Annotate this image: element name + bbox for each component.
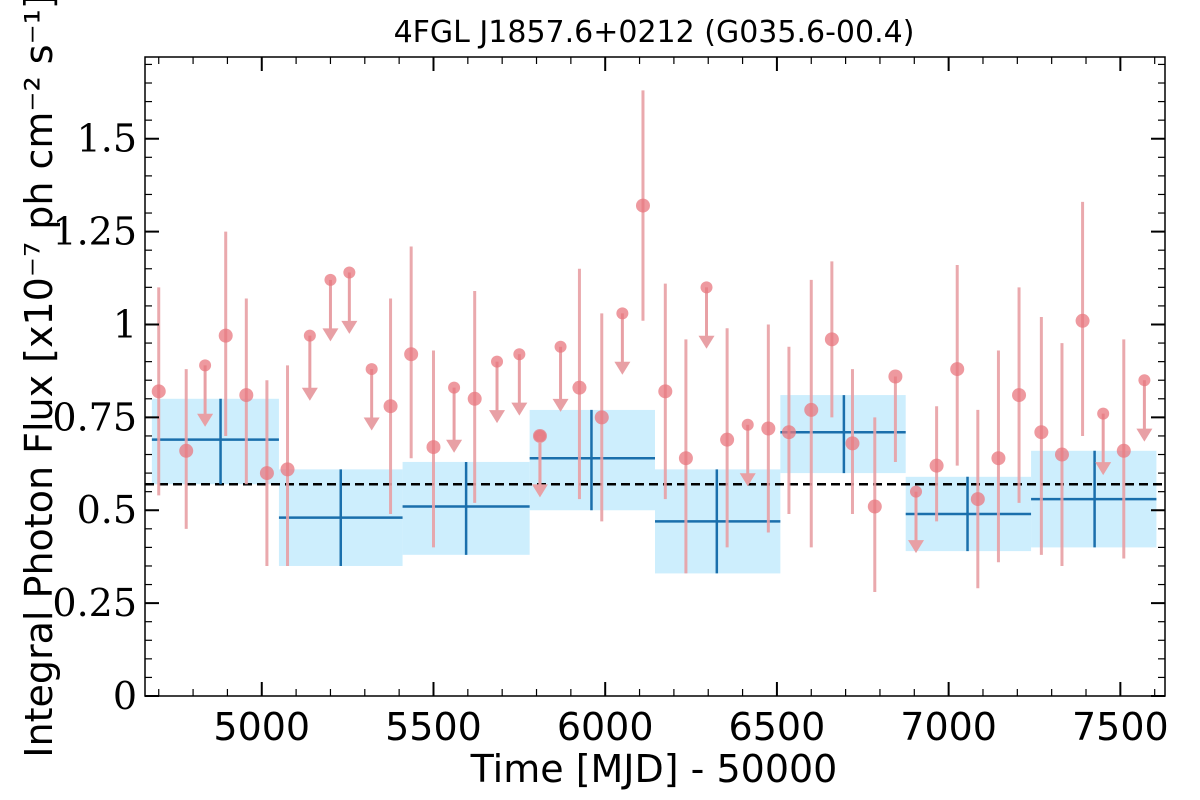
upper-limit-point — [303, 329, 316, 342]
flux-point — [888, 369, 903, 384]
x-axis-label: Time [MJD] - 50000 — [470, 747, 838, 791]
flux-point — [239, 388, 254, 403]
chart-title: 4FGL J1857.6+0212 (G035.6-00.4) — [394, 15, 915, 50]
flux-point — [259, 466, 274, 481]
x-tick-label: 5000 — [213, 705, 310, 749]
flux-point — [1075, 313, 1090, 328]
y-tick-label: 0.75 — [52, 395, 137, 439]
upper-limit-point — [741, 418, 754, 431]
flux-point — [635, 198, 650, 213]
flux-point — [804, 402, 819, 417]
upper-limit-point — [1097, 407, 1110, 420]
y-axis-label: Integral Photon Flux [x10⁻⁷ ph cm⁻² s⁻¹] — [17, 0, 61, 758]
upper-limit-arrowhead — [1136, 428, 1153, 442]
flux-point — [658, 384, 673, 399]
flux-point — [929, 458, 944, 473]
upper-limit-arrowhead — [531, 484, 548, 498]
upper-limit-arrowhead — [301, 387, 318, 401]
upper-limit-arrowhead — [489, 410, 506, 424]
y-tick-label: 1.25 — [52, 210, 137, 254]
flux-point — [1116, 443, 1131, 458]
flux-point — [950, 362, 965, 377]
binned-flux-crosses — [151, 395, 1157, 574]
upper-limit-point — [1138, 374, 1151, 387]
upper-limit-point — [616, 307, 629, 320]
flux-point — [467, 391, 482, 406]
upper-limit-point — [324, 273, 337, 286]
upper-limit-arrowhead — [908, 540, 925, 554]
plot-axes: 5000 5500 6000 6500 7000 7500 0 0.25 0.5 0.75 1 1.2… — [52, 56, 1169, 749]
flux-point — [1054, 447, 1069, 462]
y-tick-label: 0 — [113, 674, 137, 718]
upper-limit-point — [491, 355, 504, 368]
upper-limit-arrowhead — [363, 417, 380, 431]
flux-point — [404, 347, 419, 362]
upper-limit-arrowhead — [446, 439, 463, 453]
y-tick-label: 0.5 — [77, 488, 137, 532]
flux-point — [383, 399, 398, 414]
plot-frame — [144, 56, 1166, 697]
flux-point — [991, 451, 1006, 466]
flux-point — [280, 462, 295, 477]
upper-limit-arrowhead — [511, 402, 528, 416]
upper-limit-arrowhead — [1095, 462, 1112, 476]
flux-point — [179, 443, 194, 458]
flux-point — [720, 432, 735, 447]
flux-measurements — [151, 90, 1131, 592]
flux-point — [761, 421, 776, 436]
flux-point — [845, 436, 860, 451]
upper-limit-arrowhead — [197, 413, 214, 427]
bin-band — [151, 398, 279, 485]
flux-point — [151, 384, 166, 399]
upper-limit-point — [448, 381, 461, 394]
x-tick-label: 7000 — [900, 705, 997, 749]
flux-point — [1012, 388, 1027, 403]
upper-limit-arrowhead — [322, 328, 339, 342]
upper-limit-point — [700, 281, 713, 294]
flux-upper-limits — [197, 266, 1153, 554]
flux-point — [1034, 425, 1049, 440]
y-tick-label: 1 — [113, 302, 137, 346]
upper-limit-point — [910, 485, 923, 498]
upper-limit-point — [513, 348, 526, 361]
upper-limit-arrowhead — [614, 361, 631, 375]
x-tick-label: 7500 — [1072, 705, 1169, 749]
y-tick-label: 0.25 — [52, 581, 137, 625]
flux-point — [824, 332, 839, 347]
x-tick-label: 6000 — [557, 705, 654, 749]
flux-point — [426, 440, 441, 455]
flux-point — [572, 380, 587, 395]
upper-limit-point — [343, 266, 356, 279]
upper-limit-arrowhead — [698, 335, 715, 349]
flux-point — [781, 425, 796, 440]
x-tick-label: 6500 — [729, 705, 826, 749]
upper-limit-arrowhead — [739, 473, 756, 487]
y-tick-label: 1.5 — [77, 117, 137, 161]
upper-limit-arrowhead — [341, 320, 358, 334]
x-tick-label: 5500 — [385, 705, 482, 749]
upper-limit-point — [533, 429, 546, 442]
flux-point — [218, 328, 233, 343]
upper-limit-point — [199, 359, 212, 372]
flux-point — [970, 492, 985, 507]
flux-point — [678, 451, 693, 466]
upper-limit-point — [554, 340, 567, 353]
upper-limit-point — [365, 363, 378, 376]
upper-limit-arrowhead — [552, 398, 569, 412]
flux-point — [867, 499, 882, 514]
flux-point — [594, 410, 609, 425]
